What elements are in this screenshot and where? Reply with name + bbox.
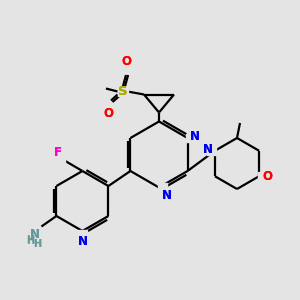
Text: F: F xyxy=(53,146,62,159)
Text: F: F xyxy=(53,146,62,159)
Text: O: O xyxy=(103,107,113,120)
Text: H: H xyxy=(26,236,34,246)
Bar xyxy=(259,172,267,180)
Bar xyxy=(104,104,112,112)
Text: N: N xyxy=(190,130,200,143)
Text: N: N xyxy=(202,143,212,156)
Text: O: O xyxy=(121,56,131,68)
Text: N: N xyxy=(77,235,87,248)
Text: N: N xyxy=(161,189,171,202)
Text: N: N xyxy=(161,189,171,202)
Text: N: N xyxy=(30,228,40,241)
Text: S: S xyxy=(118,85,128,98)
Bar xyxy=(206,146,216,155)
Text: H: H xyxy=(34,239,42,249)
Text: N: N xyxy=(202,143,212,156)
Text: O: O xyxy=(103,107,113,120)
Text: O: O xyxy=(262,170,272,183)
Bar xyxy=(122,64,130,72)
Text: S: S xyxy=(118,85,128,98)
Bar xyxy=(57,155,64,163)
Text: O: O xyxy=(121,56,131,68)
Bar xyxy=(158,183,167,192)
Bar xyxy=(118,87,128,96)
Bar xyxy=(78,230,87,239)
Text: O: O xyxy=(262,170,272,183)
Text: H: H xyxy=(26,235,34,245)
Text: N: N xyxy=(77,235,87,248)
Text: N: N xyxy=(30,228,40,241)
Text: H: H xyxy=(34,239,42,249)
Bar xyxy=(186,134,196,142)
Text: N: N xyxy=(190,130,200,143)
